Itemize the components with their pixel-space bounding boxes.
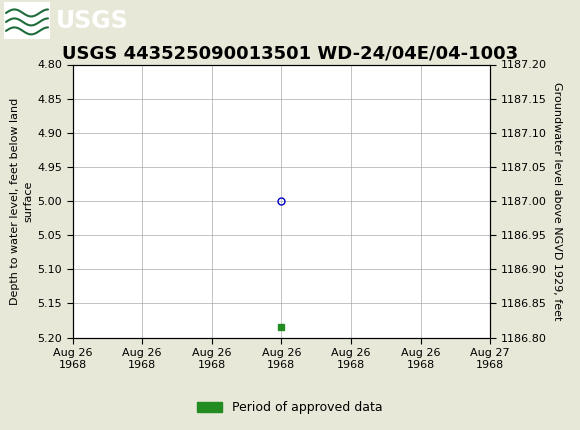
Text: USGS: USGS <box>56 9 129 33</box>
Y-axis label: Depth to water level, feet below land
surface: Depth to water level, feet below land su… <box>10 98 33 304</box>
Bar <box>4 2 50 39</box>
Legend: Period of approved data: Period of approved data <box>192 396 388 419</box>
Text: USGS 443525090013501 WD-24/04E/04-1003: USGS 443525090013501 WD-24/04E/04-1003 <box>62 45 518 63</box>
Y-axis label: Groundwater level above NGVD 1929, feet: Groundwater level above NGVD 1929, feet <box>552 82 562 320</box>
